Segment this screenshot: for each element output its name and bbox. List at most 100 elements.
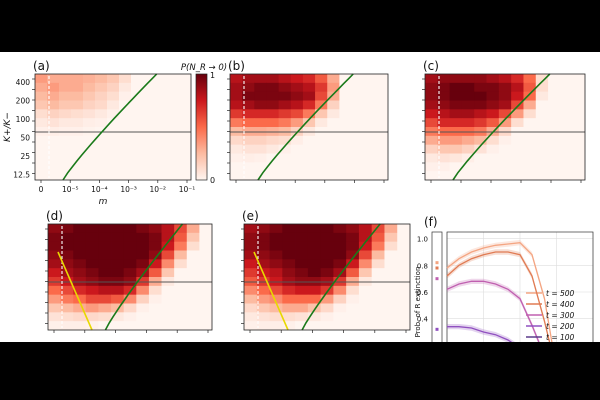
heatmap-cell [425,135,438,146]
heatmap-cell [437,144,451,154]
heatmap-cell [302,82,316,93]
heatmap-cell [256,232,270,243]
heatmap-cell [425,100,438,110]
heatmap-cell [315,109,328,119]
heatmap-cell [98,232,112,243]
heatmap-cell [474,74,487,84]
heatmap-cell [498,82,512,93]
heatmap-cell [95,109,108,119]
heatmap-cell [339,82,352,93]
heatmap-cell [60,250,74,260]
heatmap-cell [111,232,125,243]
heatmap-cell [95,144,108,154]
heatmap-cell [167,118,180,128]
heatmap-cell [449,74,463,84]
x-axis-label: m [99,197,108,207]
legend-label: t = 400 [546,300,575,309]
heatmap-cell [327,162,340,172]
heatmap-cell [290,144,304,154]
heatmap-cell [85,303,99,313]
heatmap-cell [425,162,438,172]
heatmap-cell [535,91,549,101]
heatmap-cell [167,162,180,172]
heatmap-cell [83,162,96,172]
heatmap-cell [535,144,549,154]
heatmap-cell [363,74,377,84]
heatmap-cell [397,294,411,304]
heatmap-cell [461,100,475,110]
heatmap-cell [351,171,365,181]
heatmap-cell [461,91,475,101]
heatmap-cell [123,294,137,304]
boundary-curve [257,73,354,181]
heatmap-cell [371,303,385,313]
heatmap-cell [320,259,334,269]
heatmap-cell [35,91,48,101]
heatmap-cell [474,171,487,181]
heatmap-cell [523,74,537,84]
heatmap-cell [523,118,537,128]
heatmap-cell [71,118,84,128]
heatmap-cell [119,91,132,101]
heatmap-cell [282,321,296,331]
heatmap-cell [333,303,347,313]
heatmap-cell [375,144,389,154]
heatmap-cell [83,144,96,154]
heatmap-cell [371,268,385,278]
heatmap-cell [320,250,334,260]
heatmap-cell [449,109,463,119]
heatmap-cell [131,153,144,163]
heatmap-cell [60,232,74,243]
heatmap-cell [295,285,309,296]
heatmap-cell [95,100,108,110]
heatmap-cell [95,118,108,128]
heatmap-cell [290,153,304,163]
panel-label: (e) [242,209,259,223]
heatmap-cell [131,82,144,93]
heatmap-cell [548,82,561,93]
heatmap-cell [282,294,296,304]
heatmap-cell [83,135,96,146]
heatmap-cell [535,74,549,84]
heatmap-cell [131,162,144,172]
heatmap-cell [71,100,84,110]
y-tick-label: 50 [20,134,30,143]
heatmap-cell [71,91,84,101]
heatmap-cell [83,91,96,101]
heatmap-cell [254,144,267,154]
heatmap-cell [48,224,62,234]
heatmap-cell [95,91,108,101]
heatmap-cell [35,109,48,119]
heatmap-cell [290,162,304,172]
heatmap-cell [167,109,180,119]
heatmap-cell [71,74,84,84]
heatmap-cell [282,224,296,234]
heatmap-cell [85,250,99,260]
heatmap-cell [230,153,243,163]
heatmap-cell [346,232,360,243]
heatmap-cell [230,144,243,154]
heatmap-cell [425,82,438,93]
heatmap-cell [59,162,72,172]
heatmap-cell [371,294,385,304]
heatmap-cell [474,162,487,172]
heatmap-cell [371,241,385,251]
heatmap-cell [320,241,334,251]
heatmap-cell [358,232,373,243]
heatmap-cell [179,109,192,119]
heatmap-cell [278,82,292,93]
heatmap-cell [351,118,365,128]
heatmap-cell [254,162,267,172]
heatmap-cell [199,259,213,269]
heatmap-cell [230,82,243,93]
y-tick-label: 400 [16,78,31,87]
heatmap-cell [98,241,112,251]
heatmap-cell [199,241,213,251]
heatmap-cell [98,259,112,269]
heatmap-cell [339,144,352,154]
heatmap-cell [244,232,258,243]
heatmap-cell [85,294,99,304]
heatmap-cell [266,162,280,172]
heatmap-cell [47,109,60,119]
heatmap-cell [48,312,62,322]
